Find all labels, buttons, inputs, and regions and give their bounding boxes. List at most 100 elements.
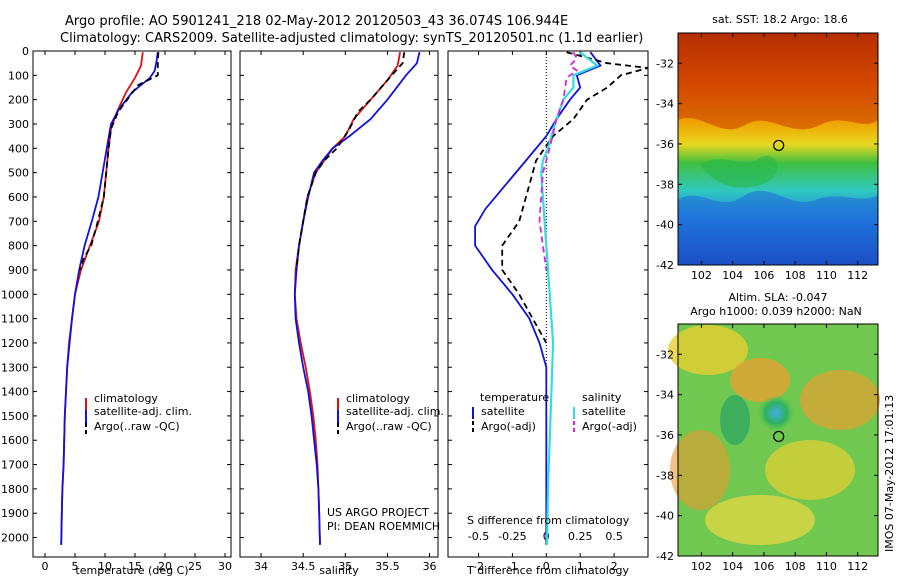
pi-label: PI: DEAN ROEMMICH <box>327 520 440 533</box>
map-x-tick-label: 108 <box>785 560 806 573</box>
map-y-tick-label: -38 <box>656 178 674 191</box>
x-tick-label: 34.5 <box>291 560 316 573</box>
temperature-axis-label: temperature (deg C) <box>75 564 188 577</box>
argo-float-marker <box>773 430 785 443</box>
x-tick-label: 34 <box>254 560 268 573</box>
map-y-tick-label: -36 <box>656 138 674 151</box>
sla-yellow-blob <box>765 440 855 500</box>
sla-orange-blob <box>730 358 790 402</box>
sla-map-axes: 102 104 106 108 110 112 -32 -34 -36 -38 -40 -42 <box>656 324 878 573</box>
temperature-plot-frame <box>32 50 232 558</box>
y-tick-label: 1500 <box>1 410 29 423</box>
map-x-tick-label: 104 <box>722 560 743 573</box>
series-group <box>60 52 160 545</box>
y-tick-label: 1700 <box>1 459 29 472</box>
legend-label: Argo(..raw -QC) <box>346 420 432 433</box>
sst-map <box>677 32 879 266</box>
x-tick-label: 35 <box>338 560 352 573</box>
x-tick-label: 2 <box>611 560 618 573</box>
map-y-tick-label: -42 <box>656 259 674 272</box>
sla-orange-blob <box>670 430 730 510</box>
legend-label: climatology <box>346 392 410 405</box>
y-tick-label: 600 <box>8 191 29 204</box>
map-y-tick-label: -40 <box>656 219 674 232</box>
map-x-tick-label: 108 <box>785 269 806 282</box>
difference-plot-frame <box>447 50 649 558</box>
sla-map-title: Altim. SLA: -0.047 <box>728 291 827 304</box>
map-x-tick-label: 106 <box>753 560 774 573</box>
sla-blue-eddy <box>758 395 794 431</box>
map-y-tick-label: -34 <box>656 98 674 111</box>
series-line-argo-raw-qc <box>295 52 406 270</box>
x-tick-label: 0 <box>42 560 49 573</box>
x-tick-label: 35.5 <box>375 560 400 573</box>
map-x-tick-label: 102 <box>691 560 712 573</box>
legend-label: satellite-adj. clim. <box>346 405 444 418</box>
y-tick-label: 1800 <box>1 483 29 496</box>
sla-yellow-blob <box>668 325 748 375</box>
temperature-plot: 0100200300400500600700800900100011001200… <box>1 45 232 573</box>
y-tick-label: 200 <box>8 94 29 107</box>
s-tick-label: 0.25 <box>568 530 593 543</box>
legend-title-salinity: salinity <box>582 391 622 404</box>
header-line2: Climatology: CARS2009. Satellite-adjuste… <box>60 31 643 46</box>
sst-map-frame <box>677 32 879 266</box>
x-tick-label: 25 <box>188 560 202 573</box>
series-line-satellite-adj-clim <box>60 52 159 545</box>
project-label: US ARGO PROJECT <box>327 506 429 519</box>
y-tick-label: 700 <box>8 215 29 228</box>
series-line-salinity-satellite <box>540 51 600 545</box>
y-tick-label: 1400 <box>1 386 29 399</box>
header-line1: Argo profile: AO 5901241_218 02-May-2012… <box>65 14 568 29</box>
legend-label: Argo(..raw -QC) <box>94 420 180 433</box>
series-line-argo-raw-qc <box>78 52 160 271</box>
x-tick-label: 30 <box>218 560 232 573</box>
sla-map <box>668 323 880 557</box>
map-x-tick-label: 110 <box>816 560 837 573</box>
y-tick-label: 1100 <box>1 313 29 326</box>
y-tick-label: 800 <box>8 240 29 253</box>
series-line-climatology <box>293 52 401 545</box>
s-tick-label: 0.5 <box>605 530 623 543</box>
map-y-tick-label: -38 <box>656 469 674 482</box>
y-tick-label: 1300 <box>1 361 29 374</box>
sla-yellow-blob <box>705 495 815 545</box>
sla-map-subtitle: Argo h1000: 0.039 h2000: NaN <box>690 305 862 318</box>
series-line-satellite-adj-clim <box>293 51 421 545</box>
map-x-tick-label: 112 <box>847 269 868 282</box>
sla-map-frame <box>677 323 879 557</box>
series-line-climatology <box>60 52 144 545</box>
y-tick-label: 0 <box>22 45 29 58</box>
y-tick-label: 900 <box>8 264 29 277</box>
y-tick-label: 500 <box>8 167 29 180</box>
series-line-salinity-argo-adj <box>538 51 579 271</box>
difference-legend: temperature salinity satellite Argo(-adj… <box>472 391 637 434</box>
sla-green-blob <box>720 395 750 445</box>
salinity-legend: climatology satellite-adj. clim. Argo(..… <box>337 392 444 436</box>
map-y-tick-label: -32 <box>656 348 674 361</box>
x-tick-label: 0 <box>543 560 550 573</box>
y-tick-label: 400 <box>8 142 29 155</box>
sst-warm-patch <box>678 33 878 130</box>
series-group <box>293 51 421 545</box>
map-y-tick-label: -42 <box>656 550 674 563</box>
series-group <box>474 51 648 545</box>
sst-mid-patch <box>700 155 778 188</box>
legend-label: Argo(-adj) <box>582 420 637 433</box>
salinity-plot-frame <box>239 50 439 558</box>
s-tick-label: -0.25 <box>498 530 526 543</box>
imos-stamp: IMOS 07-May-2012 17:01:13 <box>883 395 896 552</box>
sst-map-title: sat. SST: 18.2 Argo: 18.6 <box>712 13 848 26</box>
x-tick-label: -2 <box>473 560 484 573</box>
x-tick-label: 1 <box>577 560 584 573</box>
difference-plot: -2 -1 0 1 2-0.5 -0.25 0 0.25 0.5 <box>448 50 648 573</box>
y-tick-label: 300 <box>8 118 29 131</box>
map-x-tick-label: 112 <box>847 560 868 573</box>
series-line-temperature-satellite <box>474 51 602 545</box>
legend-label: satellite-adj. clim. <box>94 405 192 418</box>
y-tick-label: 1900 <box>1 507 29 520</box>
argo-float-marker <box>773 139 785 152</box>
sla-orange-blob <box>800 370 880 430</box>
map-y-tick-label: -40 <box>656 510 674 523</box>
